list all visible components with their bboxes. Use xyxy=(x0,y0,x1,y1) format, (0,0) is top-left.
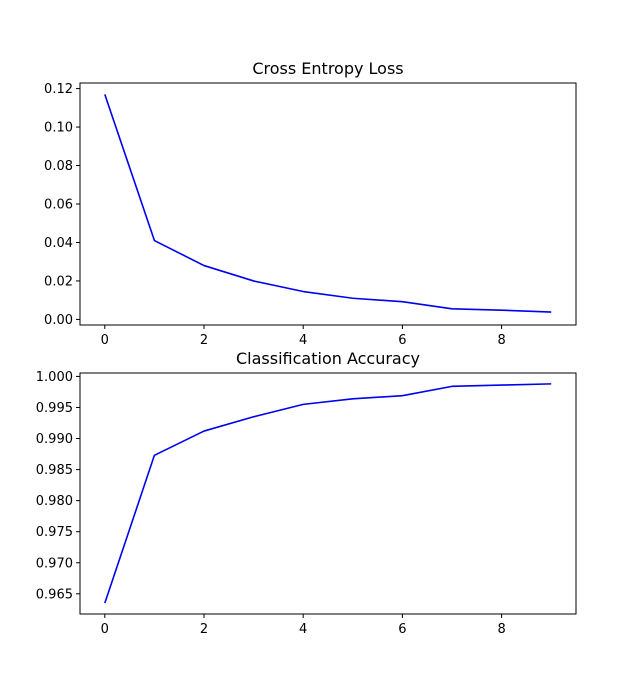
x-tick-label: 0 xyxy=(101,333,109,348)
x-tick-label: 6 xyxy=(398,622,406,637)
y-tick-label: 0.995 xyxy=(36,401,73,416)
x-tick-label: 6 xyxy=(398,333,406,348)
y-tick-label: 0.00 xyxy=(44,313,73,328)
y-tick-label: 0.990 xyxy=(36,432,73,447)
y-tick-label: 0.10 xyxy=(44,121,73,136)
y-tick-label: 0.06 xyxy=(44,198,73,213)
chart-title: Classification Accuracy xyxy=(236,349,420,368)
y-tick-label: 0.985 xyxy=(36,463,73,478)
chart-title: Cross Entropy Loss xyxy=(252,59,403,78)
series-line xyxy=(104,383,552,604)
x-tick-label: 4 xyxy=(299,333,307,348)
x-tick-label: 8 xyxy=(497,333,505,348)
y-tick-label: 0.980 xyxy=(36,494,73,509)
axes-frame xyxy=(79,372,577,615)
series-line xyxy=(104,94,552,313)
x-tick-label: 8 xyxy=(497,622,505,637)
y-tick-label: 0.02 xyxy=(44,274,73,289)
y-tick-label: 0.08 xyxy=(44,159,73,174)
y-tick-label: 1.000 xyxy=(36,370,73,385)
x-tick-label: 4 xyxy=(299,622,307,637)
y-tick-label: 0.970 xyxy=(36,556,73,571)
y-tick-label: 0.975 xyxy=(36,525,73,540)
x-tick-label: 2 xyxy=(200,333,208,348)
axes-frame xyxy=(79,82,577,326)
y-tick-label: 0.12 xyxy=(44,82,73,97)
x-tick-label: 2 xyxy=(200,622,208,637)
x-tick-label: 0 xyxy=(101,622,109,637)
y-tick-label: 0.965 xyxy=(36,587,73,602)
chart-0: Cross Entropy Loss 0 2 4 6 8 0.00 0.02 0.04 0.06 0… xyxy=(44,59,577,348)
y-tick-label: 0.04 xyxy=(44,236,73,251)
chart-1: Classification Accuracy 0 2 4 6 8 0.965 0.970 0.… xyxy=(36,349,577,637)
